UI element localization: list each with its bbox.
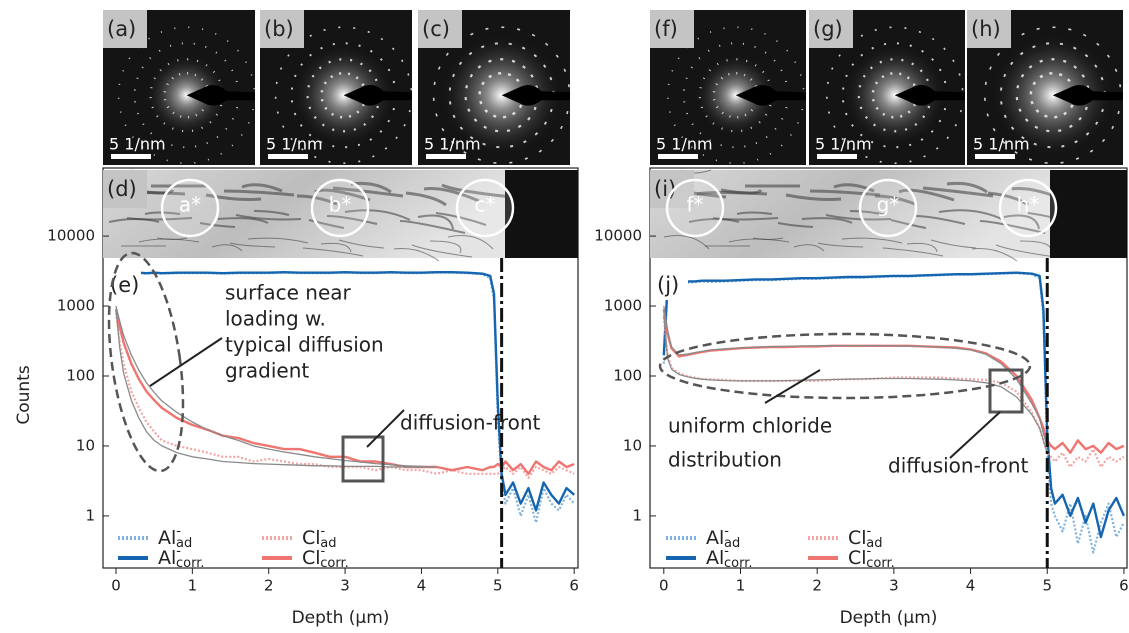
panel-label: (a) xyxy=(107,17,136,41)
x-tick-label: 3 xyxy=(340,577,350,595)
annotation: typical diffusion xyxy=(225,333,384,357)
y-tick-label: 100 xyxy=(613,366,642,384)
x-tick-label: 4 xyxy=(417,577,427,595)
legend-name: Cl xyxy=(302,547,321,569)
scale-bar xyxy=(426,154,466,159)
annotation: gradient xyxy=(225,359,309,383)
annotation: diffusion-front xyxy=(888,454,1029,478)
region-marker-label: g* xyxy=(877,193,900,217)
legend-name: Cl xyxy=(848,547,867,569)
y-tick-label: 10000 xyxy=(47,227,95,245)
scale-bar xyxy=(111,154,151,159)
scale-label: 5 1/nm xyxy=(656,135,713,154)
panel-label: (b) xyxy=(264,17,294,41)
image-dark-region xyxy=(1050,170,1127,258)
y-tick-label: 100 xyxy=(66,366,95,384)
y-tick-label: 1000 xyxy=(604,297,642,315)
scale-label: 5 1/nm xyxy=(109,135,166,154)
panel-label: (h) xyxy=(971,17,1001,41)
legend-sub: corr. xyxy=(724,556,753,571)
image-dark-region xyxy=(505,170,578,258)
annotation: uniform chloride xyxy=(668,414,832,438)
legend-name: Al xyxy=(706,547,724,569)
x-tick-label: 5 xyxy=(493,577,503,595)
x-tick-label: 2 xyxy=(264,577,274,595)
x-tick-label: 0 xyxy=(659,577,669,595)
annotation: distribution xyxy=(668,448,782,472)
y-tick-label: 10000 xyxy=(594,227,642,245)
panel-label: (j) xyxy=(657,273,679,297)
x-tick-label: 1 xyxy=(736,577,746,595)
panel-label: (c) xyxy=(422,17,450,41)
annotation: loading w. xyxy=(225,307,326,331)
y-axis-label: Counts xyxy=(14,365,34,424)
x-tick-label: 6 xyxy=(569,577,579,595)
scale-bar xyxy=(658,154,698,159)
panel-label: (e) xyxy=(110,273,139,297)
x-tick-label: 0 xyxy=(111,577,121,595)
annotation: diffusion-front xyxy=(400,411,541,435)
region-marker-label: b* xyxy=(329,193,352,217)
region-marker-label: h* xyxy=(1017,193,1040,217)
scale-bar xyxy=(975,154,1015,159)
panel-label: (g) xyxy=(813,17,843,41)
legend-name: Cl xyxy=(848,527,867,549)
page: {"chart_data": [ {"type": "line", "ylabe… xyxy=(0,0,1129,633)
annotation: surface near xyxy=(225,281,352,305)
x-tick-label: 1 xyxy=(188,577,198,595)
region-marker-label: c* xyxy=(475,193,496,217)
legend-sub: corr. xyxy=(320,556,349,571)
region-marker-label: a* xyxy=(179,193,201,217)
scale-label: 5 1/nm xyxy=(815,135,872,154)
y-tick-label: 10 xyxy=(76,436,95,454)
y-tick-label: 1000 xyxy=(57,297,95,315)
legend-name: Cl xyxy=(302,527,321,549)
x-tick-label: 2 xyxy=(812,577,822,595)
legend-name: Al xyxy=(158,527,176,549)
y-tick-label: 1 xyxy=(85,506,95,524)
scale-bar xyxy=(817,154,857,159)
scale-bar xyxy=(268,154,308,159)
panel-label: (f) xyxy=(654,17,678,41)
y-tick-label: 10 xyxy=(623,436,642,454)
figure: (a)5 1/nm(b)5 1/nm(c)5 1/nm(d)a*b*c*1101… xyxy=(0,0,1129,633)
scale-label: 5 1/nm xyxy=(424,135,481,154)
region-marker-label: f* xyxy=(686,193,703,217)
x-tick-label: 5 xyxy=(1042,577,1052,595)
legend-sub: corr. xyxy=(176,556,205,571)
legend-name: Al xyxy=(706,527,724,549)
legend-name: Al xyxy=(158,547,176,569)
x-tick-label: 4 xyxy=(966,577,976,595)
panel-label: (d) xyxy=(107,177,137,201)
x-tick-label: 3 xyxy=(889,577,899,595)
x-tick-label: 6 xyxy=(1119,577,1129,595)
scale-label: 5 1/nm xyxy=(266,135,323,154)
x-axis-label: Depth (µm) xyxy=(840,608,938,628)
y-tick-label: 1 xyxy=(632,506,642,524)
x-axis-label: Depth (µm) xyxy=(292,608,390,628)
scale-label: 5 1/nm xyxy=(973,135,1030,154)
legend-sub: corr. xyxy=(866,556,895,571)
